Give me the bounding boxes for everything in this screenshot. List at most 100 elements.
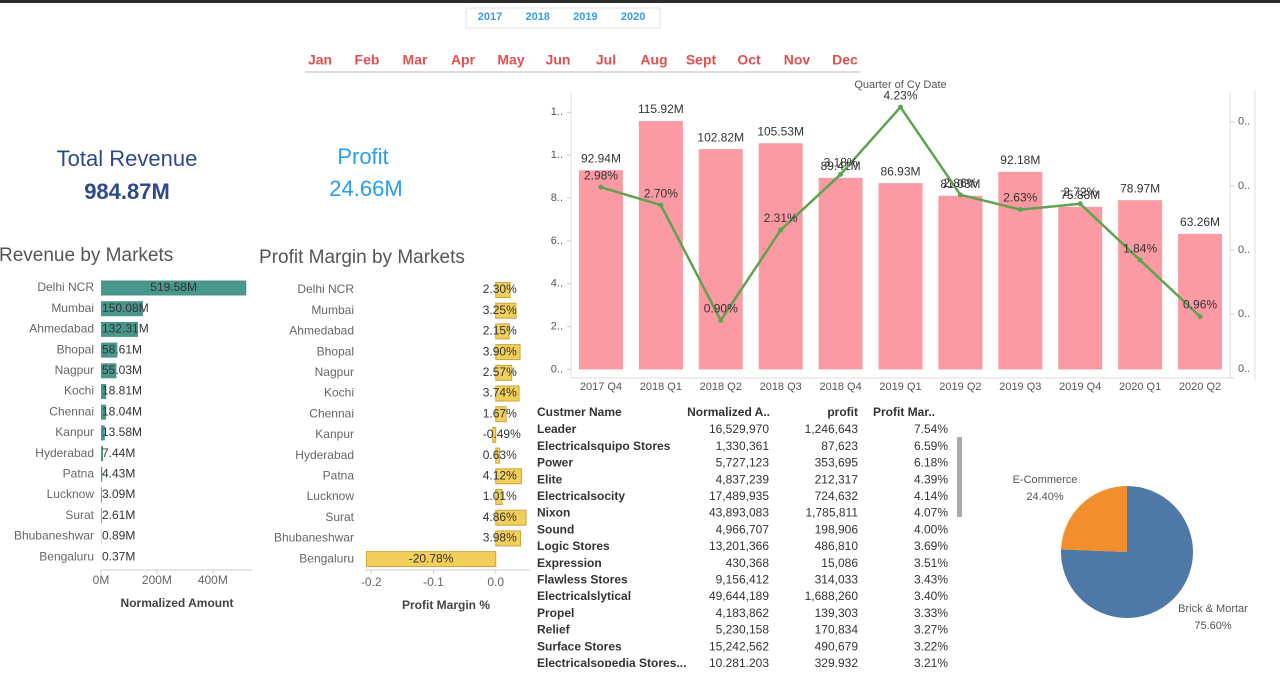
y-tick-label: 6..: [551, 235, 563, 247]
category-label: Hyderabad: [295, 448, 354, 462]
table-cell: 486,810: [815, 539, 859, 553]
value-label: 4.12%: [483, 468, 517, 482]
value-label: 78.97M: [1120, 181, 1160, 195]
value-label: 7.44M: [102, 446, 135, 460]
table-cell: 5,727,123: [716, 456, 770, 470]
pie-slice: [1061, 486, 1127, 552]
year-filter[interactable]: 2018: [525, 11, 549, 23]
table-cell: 4.39%: [914, 472, 948, 486]
bar: [878, 183, 923, 370]
month-filter[interactable]: Feb: [355, 52, 380, 68]
table-cell: 1,785,811: [806, 506, 859, 520]
bar: [101, 363, 117, 379]
table-cell: 170,834: [815, 623, 859, 637]
bar: [495, 530, 522, 547]
table-cell: 3.40%: [914, 589, 948, 603]
value-label: 4.86%: [483, 510, 517, 524]
category-label: Kochi: [324, 386, 354, 400]
x-tick-label: 2020 Q1: [1119, 381, 1161, 393]
month-filter[interactable]: Nov: [784, 52, 811, 68]
chart-title: Quarter of Cy Date: [854, 79, 946, 91]
table-cell: 430,368: [726, 556, 770, 570]
table-cell: 3.69%: [914, 539, 948, 553]
bar: [495, 447, 501, 464]
category-label: Lucknow: [307, 489, 355, 503]
category-label: Surat: [325, 510, 354, 524]
top-bar: [0, 0, 1280, 3]
month-filter[interactable]: Sept: [686, 52, 717, 68]
line-point: [1197, 314, 1203, 320]
year-filter[interactable]: 2020: [621, 11, 645, 23]
table-cell: 6.18%: [914, 456, 948, 470]
table-cell: 1,330,361: [716, 439, 770, 453]
category-label: Hyderabad: [35, 446, 94, 460]
value-label: 75.60%: [1194, 620, 1232, 632]
table-cell: Propel: [537, 606, 574, 620]
month-filter[interactable]: Aug: [640, 52, 667, 68]
bar: [495, 282, 511, 298]
column-header: profit: [827, 405, 858, 419]
category-label: Delhi NCR: [297, 282, 354, 296]
month-filter[interactable]: Oct: [737, 52, 761, 68]
table-cell: 3.33%: [914, 606, 948, 620]
value-label: 92.94M: [581, 151, 621, 165]
table-cell: Nixon: [537, 506, 570, 520]
category-label: Bengaluru: [299, 551, 354, 565]
category-label: Bhubaneshwar: [274, 531, 354, 545]
table-cell: 3.43%: [914, 572, 948, 586]
table-cell: 4.00%: [914, 522, 948, 536]
value-label: 0.89M: [102, 529, 135, 543]
table-cell: Elite: [537, 472, 563, 486]
table-cell: 49,644,189: [709, 589, 769, 603]
table-cell: 6.59%: [914, 439, 948, 453]
line-point: [898, 104, 903, 110]
category-label: Mumbai: [311, 303, 354, 317]
table-cell: 7.54%: [914, 422, 948, 436]
kpi-label: Total Revenue: [57, 146, 198, 171]
table-cell: Power: [537, 456, 573, 470]
month-filter[interactable]: Apr: [451, 52, 476, 68]
month-filter[interactable]: Dec: [832, 52, 858, 68]
table-cell: Expression: [537, 556, 602, 570]
month-filter[interactable]: Mar: [403, 52, 428, 68]
x-tick-label: 2020 Q2: [1179, 381, 1221, 393]
bar: [101, 321, 138, 337]
x-tick-label: 2018 Q1: [640, 381, 682, 393]
category-label: Bhopal: [317, 344, 354, 358]
year-filter[interactable]: 2017: [478, 11, 502, 23]
value-label: 18.04M: [102, 404, 142, 418]
bar: [101, 384, 107, 399]
x-tick-label: 2018 Q3: [760, 381, 802, 393]
value-label: 4.23%: [883, 88, 917, 102]
bar: [495, 468, 522, 485]
value-label: 2.57%: [483, 365, 517, 379]
month-filter[interactable]: May: [497, 52, 524, 68]
value-label: 1.84%: [1123, 241, 1157, 255]
scrollbar[interactable]: [957, 437, 962, 517]
month-filter[interactable]: Jan: [308, 52, 332, 68]
month-filter[interactable]: Jun: [546, 52, 571, 68]
bar: [578, 170, 623, 370]
axis-title: Normalized Amount: [121, 596, 234, 610]
x-tick-label: 2019 Q4: [1059, 381, 1101, 393]
table-cell: Electricalsocity: [537, 489, 625, 503]
value-label: 2.63%: [1003, 191, 1037, 205]
month-filter[interactable]: Jul: [596, 52, 616, 68]
value-label: 3.09M: [102, 487, 135, 501]
table-cell: Flawless Stores: [537, 572, 628, 586]
bar: [758, 143, 803, 370]
y2-tick-label: 0..: [1238, 308, 1250, 320]
category-label: Ahmedabad: [289, 324, 354, 338]
table-cell: 3.27%: [914, 623, 948, 637]
pie-slice: [1060, 486, 1193, 618]
value-label: 2.31%: [764, 211, 798, 225]
table-cell: 3.51%: [914, 556, 948, 570]
year-filter[interactable]: 2019: [573, 11, 597, 23]
value-label: 1.01%: [483, 489, 517, 503]
axis-title: Profit Margin %: [402, 598, 490, 612]
x-tick-label: 400M: [198, 573, 228, 587]
table-cell: 4,837,239: [716, 472, 770, 486]
category-label: Bhubaneshwar: [14, 529, 94, 543]
category-label: Bengaluru: [39, 549, 94, 563]
